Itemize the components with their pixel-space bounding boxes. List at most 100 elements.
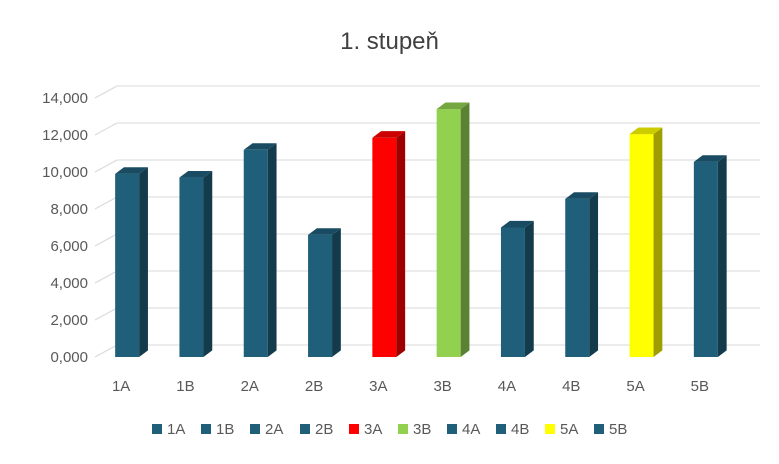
bar-front xyxy=(308,234,333,357)
legend-label: 3A xyxy=(364,421,382,438)
legend-swatch xyxy=(152,424,162,434)
bar-side xyxy=(332,228,341,357)
bar-top xyxy=(693,155,727,162)
legend-item: 3A xyxy=(349,421,382,438)
bar-top xyxy=(629,127,663,135)
y-tick-label: 2,000 xyxy=(50,312,88,329)
x-tick-label: 3A xyxy=(369,378,387,395)
legend-item: 2A xyxy=(250,421,283,438)
legend-swatch xyxy=(496,424,506,434)
legend-label: 3B xyxy=(413,421,431,438)
legend-label: 2A xyxy=(265,421,283,438)
bars xyxy=(115,102,727,357)
gridline-depth xyxy=(94,159,118,173)
chart-title: 1. stupeň xyxy=(340,28,439,55)
legend-item: 2B xyxy=(300,421,333,438)
legend-label: 1B xyxy=(216,421,234,438)
y-tick-label: 10,000 xyxy=(42,164,88,181)
legend-swatch xyxy=(545,424,555,434)
x-tick-label: 5B xyxy=(691,378,709,395)
bar-front xyxy=(372,137,397,357)
legend-label: 4A xyxy=(462,421,480,438)
legend-swatch xyxy=(201,424,211,434)
y-tick-label: 4,000 xyxy=(50,275,88,292)
bar-side xyxy=(524,220,534,357)
legend-swatch xyxy=(349,424,359,434)
gridline-depth xyxy=(94,233,118,247)
x-tick-label: 5A xyxy=(626,378,644,395)
bar-top xyxy=(436,102,470,110)
bar-front xyxy=(115,173,140,357)
bar-front xyxy=(693,161,718,357)
legend-swatch xyxy=(594,424,604,434)
bar xyxy=(436,102,470,357)
gridline-depth xyxy=(94,196,118,210)
y-tick-label: 14,000 xyxy=(42,90,88,107)
bar xyxy=(565,192,599,357)
legend-item: 4A xyxy=(447,421,480,438)
bar xyxy=(243,143,277,357)
legend-swatch xyxy=(398,424,408,434)
bar-top xyxy=(179,170,213,178)
legend-swatch xyxy=(250,424,260,434)
bar-side xyxy=(396,131,406,357)
bar xyxy=(500,220,534,357)
bar-front xyxy=(243,149,268,357)
bar-front xyxy=(565,198,590,357)
legend-label: 1A xyxy=(167,421,185,438)
bar-front xyxy=(629,134,654,357)
legend-label: 2B xyxy=(315,421,333,438)
bar-side xyxy=(139,167,148,357)
gridline-depth xyxy=(94,122,118,136)
y-tick-label: 8,000 xyxy=(50,201,88,218)
legend-item: 1A xyxy=(152,421,185,438)
bar-top xyxy=(115,167,148,174)
x-tick-label: 4A xyxy=(498,378,516,395)
bar-front xyxy=(500,227,525,357)
bar-front xyxy=(436,109,461,357)
legend: 1A 1B 2A 2B 3A 3B 4A 4B 5A 5B xyxy=(152,421,627,438)
gridline-depth xyxy=(94,270,118,284)
bar-side xyxy=(267,143,277,357)
bar-side xyxy=(653,127,663,357)
legend-swatch xyxy=(300,424,310,434)
y-tick-label: 6,000 xyxy=(50,238,88,255)
x-tick-label: 2A xyxy=(241,378,259,395)
legend-item: 1B xyxy=(201,421,234,438)
bar xyxy=(179,170,213,357)
legend-label: 4B xyxy=(511,421,529,438)
bar-side xyxy=(460,102,470,357)
legend-item: 4B xyxy=(496,421,529,438)
bar-top xyxy=(308,228,341,235)
bar xyxy=(693,155,727,357)
legend-item: 3B xyxy=(398,421,431,438)
x-tick-label: 4B xyxy=(562,378,580,395)
gridline-depth xyxy=(94,85,118,99)
bar-top xyxy=(565,192,599,199)
bar xyxy=(372,131,406,357)
gridline-depth xyxy=(94,344,118,358)
bar-side xyxy=(717,155,727,357)
x-tick-label: 3B xyxy=(433,378,451,395)
legend-label: 5A xyxy=(560,421,578,438)
bar-front xyxy=(179,177,204,357)
y-tick-label: 12,000 xyxy=(42,127,88,144)
y-tick-label: 0,000 xyxy=(50,349,88,366)
bar-top xyxy=(500,220,534,228)
bar-top xyxy=(243,143,277,150)
bar-top xyxy=(372,131,406,138)
bar xyxy=(308,228,341,357)
bar-side xyxy=(203,170,213,357)
gridline-depth xyxy=(94,307,118,321)
bar xyxy=(629,127,663,357)
legend-label: 5B xyxy=(609,421,627,438)
x-tick-label: 1B xyxy=(176,378,194,395)
bar-side xyxy=(589,192,599,357)
legend-item: 5A xyxy=(545,421,578,438)
legend-swatch xyxy=(447,424,457,434)
bar xyxy=(115,167,148,357)
x-tick-label: 2B xyxy=(305,378,323,395)
legend-item: 5B xyxy=(594,421,627,438)
